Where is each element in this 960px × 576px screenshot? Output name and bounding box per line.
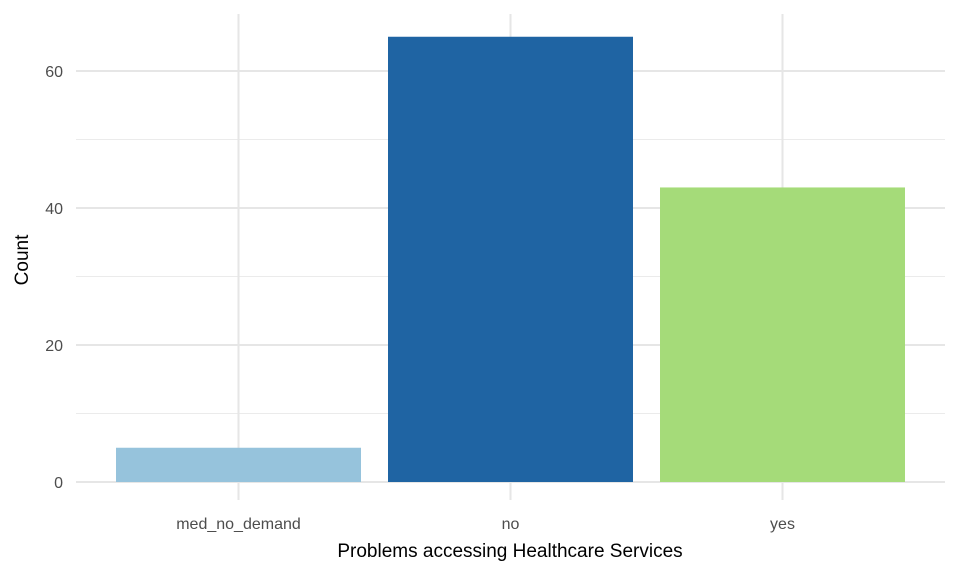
bar-yes [660,187,905,482]
x-tick-label: yes [770,516,795,533]
bar-no [388,36,633,482]
y-tick-label: 20 [45,338,63,355]
x-tick-labels: med_no_demand no yes [176,516,795,533]
x-axis-title: Problems accessing Healthcare Services [337,541,682,562]
bars [116,36,905,482]
bar-med-no-demand [116,447,361,482]
y-tick-label: 40 [45,201,63,218]
y-tick-labels: 0 20 40 60 [45,64,63,492]
x-tick-label: med_no_demand [176,516,301,533]
y-tick-label: 60 [45,64,63,81]
y-axis-title: Count [12,234,33,285]
y-tick-label: 0 [54,475,63,492]
x-tick-label: no [502,516,520,533]
